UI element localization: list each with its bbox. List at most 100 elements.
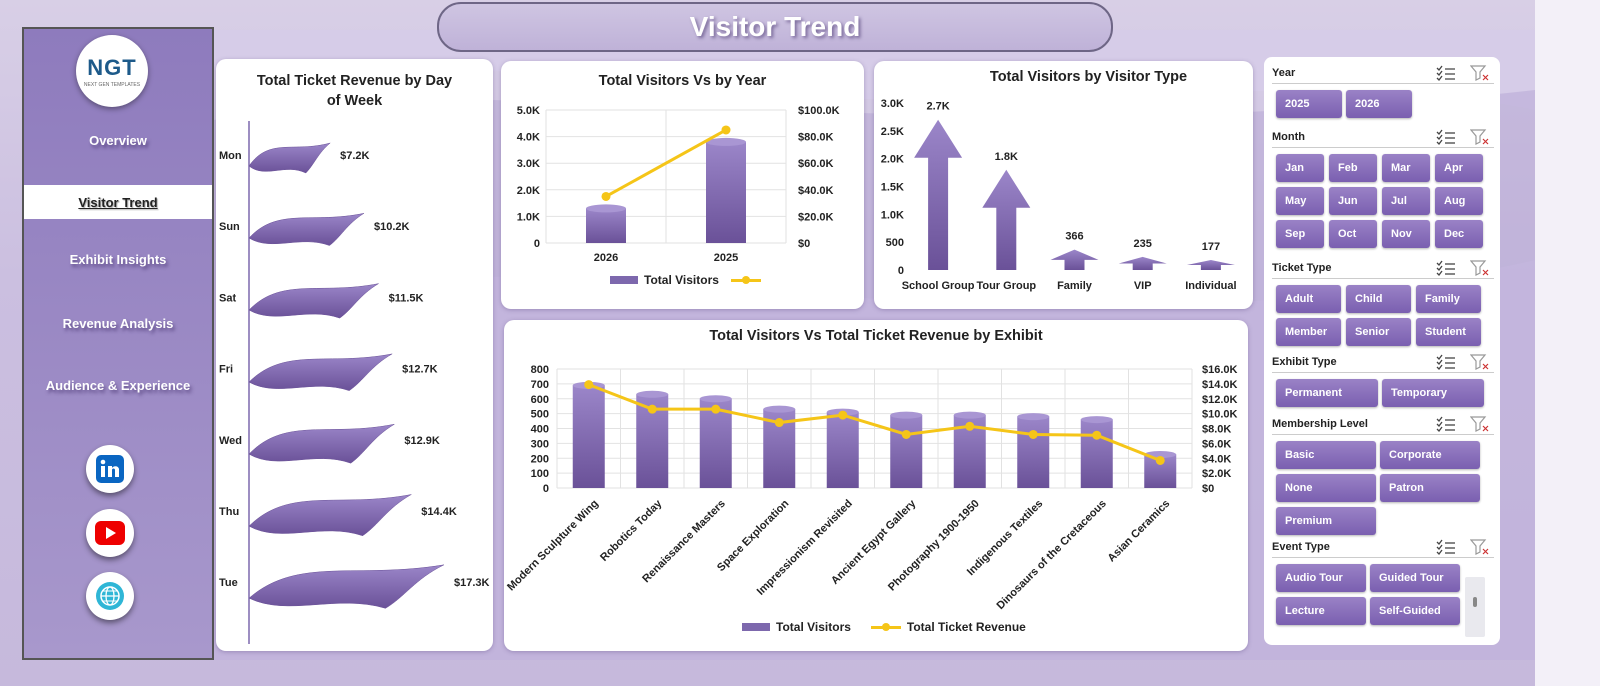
visitor-bar bbox=[1080, 419, 1113, 488]
chart-visitors-by-year: 5.0K $100.0K 4.0K $80.0K 3.0K $60.0K 2.0K $40.0… bbox=[517, 105, 840, 264]
y-tick-left: 2.0K bbox=[517, 185, 540, 197]
y-tick: 2.0K bbox=[881, 154, 904, 166]
slicer-item[interactable]: Jul bbox=[1382, 187, 1430, 215]
y-tick-right: $14.0K bbox=[1202, 379, 1238, 391]
slicer-item[interactable]: Apr bbox=[1435, 154, 1483, 182]
slicer-item[interactable]: None bbox=[1276, 474, 1376, 502]
slicer-item[interactable]: Temporary bbox=[1382, 379, 1484, 407]
slicer-item[interactable]: Jun bbox=[1329, 187, 1377, 215]
ngt-logo: NGT NEXT GEN TEMPLATES bbox=[76, 35, 148, 107]
slicer-item[interactable]: Senior bbox=[1346, 318, 1411, 346]
y-tick: 2.5K bbox=[881, 126, 904, 138]
card-visitors-by-year: Total Visitors Vs by Year 5.0K $100.0K 4.0… bbox=[501, 61, 864, 309]
sidebar: NGT NEXT GEN TEMPLATES Overview Visitor … bbox=[22, 27, 214, 660]
slicer-title: Exhibit Type bbox=[1272, 355, 1337, 368]
filter-panel: Year 2025 2026 Month Jan Feb Mar Apr May Jun Jul Au… bbox=[1264, 57, 1500, 645]
event-type-scrollbar[interactable] bbox=[1465, 577, 1485, 637]
slicer-item[interactable]: Aug bbox=[1435, 187, 1483, 215]
slicer-item[interactable]: Lecture bbox=[1276, 597, 1366, 625]
legend-bar-swatch bbox=[610, 276, 638, 284]
slicer-item[interactable]: Member bbox=[1276, 318, 1341, 346]
slicer-item[interactable]: Feb bbox=[1329, 154, 1377, 182]
slicer-item[interactable]: Self-Guided bbox=[1370, 597, 1460, 625]
bar-top bbox=[1017, 413, 1050, 421]
logo-text: NGT bbox=[87, 54, 137, 80]
multi-select-icon[interactable] bbox=[1436, 416, 1456, 432]
data-label: 177 bbox=[1202, 241, 1220, 253]
slicer-item[interactable]: Patron bbox=[1380, 474, 1480, 502]
y-tick-left: 500 bbox=[531, 409, 549, 421]
clear-filter-icon[interactable] bbox=[1470, 415, 1490, 432]
slicer-item[interactable]: Mar bbox=[1382, 154, 1430, 182]
card-visitors-revenue-by-exhibit: Total Visitors Vs Total Ticket Revenue b… bbox=[504, 320, 1248, 651]
multi-select-icon[interactable] bbox=[1436, 260, 1456, 276]
legend-bar-swatch bbox=[742, 623, 770, 631]
slicer-item[interactable]: Adult bbox=[1276, 285, 1341, 313]
nav-item-visitor-trend[interactable]: Visitor Trend bbox=[24, 185, 212, 219]
slicer-item[interactable]: Corporate bbox=[1380, 441, 1480, 469]
slicer-item[interactable]: Dec bbox=[1435, 220, 1483, 248]
slicer-item[interactable]: Child bbox=[1346, 285, 1411, 313]
clear-filter-icon[interactable] bbox=[1470, 538, 1490, 555]
slicer-item[interactable]: Family bbox=[1416, 285, 1481, 313]
y-tick-left: 700 bbox=[531, 379, 549, 391]
linkedin-button[interactable] bbox=[86, 445, 134, 493]
category-label: Thu bbox=[219, 506, 239, 518]
y-tick-right: $60.0K bbox=[798, 158, 834, 170]
y-tick-left: 3.0K bbox=[517, 158, 540, 170]
bar-top bbox=[586, 204, 626, 213]
slicer-item[interactable]: Student bbox=[1416, 318, 1481, 346]
nav-item-audience-experience[interactable]: Audience & Experience bbox=[45, 377, 191, 393]
nav-item-overview[interactable]: Overview bbox=[89, 132, 147, 148]
slicer-item[interactable]: Jan bbox=[1276, 154, 1324, 182]
y-tick-left: 300 bbox=[531, 438, 549, 450]
slicer-item[interactable]: Basic bbox=[1276, 441, 1376, 469]
scrollbar-thumb[interactable] bbox=[1473, 597, 1477, 607]
x-tick: Asian Ceramics bbox=[1106, 498, 1173, 565]
youtube-button[interactable] bbox=[86, 509, 134, 557]
visitor-bar bbox=[826, 412, 859, 488]
slicer-item[interactable]: Guided Tour bbox=[1370, 564, 1460, 592]
revenue-bar bbox=[248, 564, 445, 609]
slicer-item[interactable]: 2025 bbox=[1276, 90, 1342, 118]
nav-item-exhibit-insights[interactable]: Exhibit Insights bbox=[69, 251, 167, 267]
multi-select-icon[interactable] bbox=[1436, 539, 1456, 555]
slicer-item[interactable]: Sep bbox=[1276, 220, 1324, 248]
revenue-line bbox=[605, 128, 727, 198]
revenue-point bbox=[965, 421, 975, 431]
slicer-item[interactable]: 2026 bbox=[1346, 90, 1412, 118]
y-tick-right: $0 bbox=[1202, 483, 1214, 495]
slicer-item[interactable]: Nov bbox=[1382, 220, 1430, 248]
multi-select-icon[interactable] bbox=[1436, 354, 1456, 370]
card-visitors-by-type: Total Visitors by Visitor Type 3.0K 2.5K 2… bbox=[874, 61, 1253, 309]
multi-select-icon[interactable] bbox=[1436, 65, 1456, 81]
revenue-point bbox=[647, 404, 657, 414]
clear-filter-icon[interactable] bbox=[1470, 353, 1490, 370]
multi-select-icon[interactable] bbox=[1436, 129, 1456, 145]
slicer-item[interactable]: Premium bbox=[1276, 507, 1376, 535]
visitor-arrow bbox=[982, 169, 1031, 270]
website-button[interactable] bbox=[86, 572, 134, 620]
nav-item-revenue-analysis[interactable]: Revenue Analysis bbox=[62, 315, 174, 331]
slicer-item[interactable]: May bbox=[1276, 187, 1324, 215]
bar-top bbox=[890, 411, 923, 419]
y-tick: 500 bbox=[886, 237, 904, 249]
legend-line-swatch bbox=[870, 622, 901, 631]
slicer-item[interactable]: Audio Tour bbox=[1276, 564, 1366, 592]
slicer-item[interactable]: Oct bbox=[1329, 220, 1377, 248]
y-tick-left: 1.0K bbox=[517, 211, 540, 223]
slicer-item[interactable]: Permanent bbox=[1276, 379, 1378, 407]
slicer-header: Year bbox=[1272, 62, 1494, 84]
y-tick: 0 bbox=[898, 265, 904, 277]
clear-filter-icon[interactable] bbox=[1470, 259, 1490, 276]
y-tick-right: $20.0K bbox=[798, 211, 834, 223]
clear-filter-icon[interactable] bbox=[1470, 64, 1490, 81]
slicer-header: Event Type bbox=[1272, 536, 1494, 558]
slicer-year: Year 2025 2026 bbox=[1272, 62, 1494, 118]
revenue-line bbox=[588, 383, 1161, 462]
clear-filter-icon[interactable] bbox=[1470, 128, 1490, 145]
slicer-membership-level: Membership Level Basic Corporate None Patron… bbox=[1272, 413, 1494, 535]
slicer-event-type: Event Type Audio Tour Guided Tour Lecture Se… bbox=[1272, 536, 1494, 625]
chart-title-visitors-by-type: Total Visitors by Visitor Type bbox=[989, 69, 1188, 85]
chart-title-visitors-by-year: Total Visitors Vs by Year bbox=[598, 73, 767, 89]
